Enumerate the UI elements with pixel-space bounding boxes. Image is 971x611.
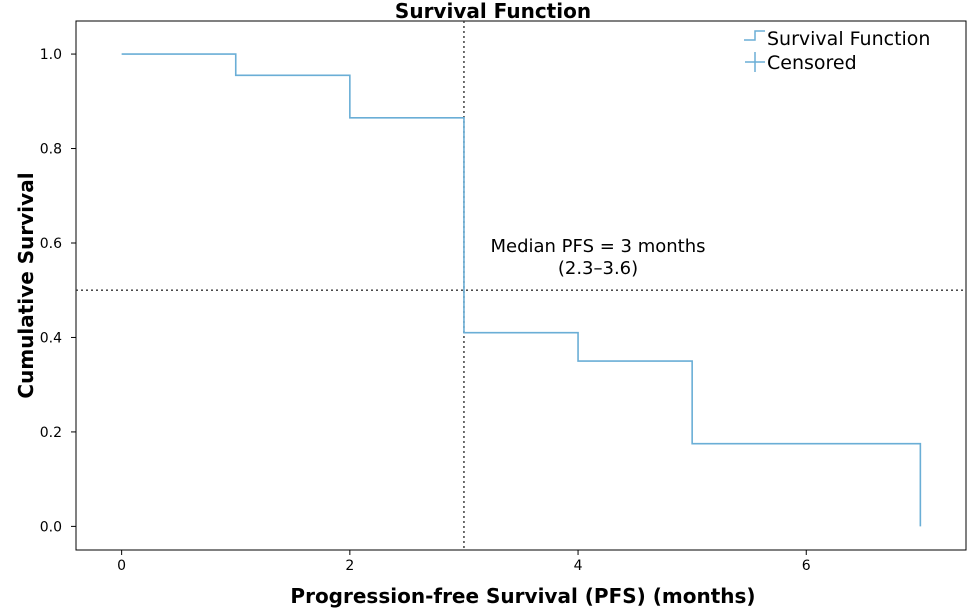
x-tick-label: 0 (117, 558, 126, 574)
y-tick-label: 0.2 (40, 425, 62, 441)
median-pfs-annotation: Median PFS = 3 months (490, 236, 705, 257)
plus-icon (745, 52, 765, 72)
legend-label-survival-function: Survival Function (767, 28, 930, 50)
y-tick-label: 0.8 (40, 142, 62, 158)
x-tick-label: 6 (802, 558, 811, 574)
legend: Survival Function Censored (744, 28, 930, 74)
y-tick-label: 1.0 (40, 47, 62, 63)
y-axis-ticks: 0.0 0.2 0.4 0.6 0.8 1.0 (40, 47, 76, 535)
x-tick-label: 4 (574, 558, 583, 574)
survival-function-step-line (121, 53, 922, 527)
plot-frame (75, 20, 967, 551)
y-axis-label: Cumulative Survival (14, 172, 38, 398)
x-axis-ticks: 0 2 4 6 (117, 550, 811, 574)
chart-title: Survival Function (395, 0, 591, 23)
x-axis-label: Progression-free Survival (PFS) (months) (290, 584, 755, 608)
median-pfs-ci-annotation: (2.3–3.6) (558, 258, 638, 279)
legend-label-censored: Censored (767, 52, 857, 74)
y-tick-label: 0.4 (40, 330, 62, 346)
step-line-icon (744, 30, 765, 41)
y-tick-label: 0.6 (40, 236, 62, 252)
y-tick-label: 0.0 (40, 519, 62, 535)
x-tick-label: 2 (345, 558, 354, 574)
